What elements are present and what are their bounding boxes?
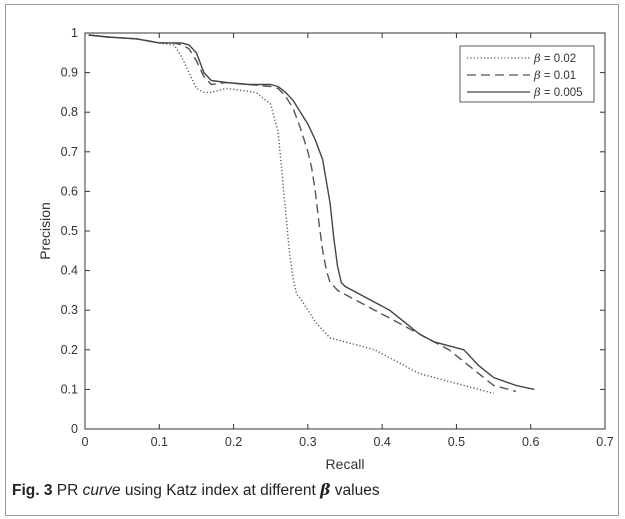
- y-tick-label: 0.2: [61, 343, 78, 357]
- y-tick-label: 0.5: [61, 224, 78, 238]
- caption-fig-label: Fig. 3: [12, 482, 53, 499]
- legend: β = 0.02 β = 0.01 β = 0.005: [459, 45, 595, 103]
- legend-box: [459, 45, 595, 103]
- x-tick-label: 0: [82, 435, 89, 449]
- series-lines: [88, 34, 535, 395]
- x-tick-label: 0.5: [448, 435, 465, 449]
- caption-italic-word: curve: [82, 482, 121, 499]
- x-tick-label: 0.6: [522, 435, 539, 449]
- caption-text-after: using Katz index at different: [120, 482, 321, 499]
- y-tick-label: 0.1: [61, 382, 78, 396]
- y-axis-title: Precision: [37, 202, 53, 260]
- y-tick-label: 1: [71, 26, 78, 40]
- caption-text-end: values: [330, 482, 380, 499]
- y-tick-label: 0.7: [61, 145, 78, 159]
- caption-text-before: PR: [52, 482, 83, 499]
- x-tick-label: 0.1: [151, 435, 168, 449]
- y-tick-label: 0.4: [61, 264, 78, 278]
- y-tick-label: 0.8: [61, 105, 78, 119]
- caption-beta-symbol: β: [320, 480, 331, 499]
- x-tick-label: 0.7: [596, 435, 613, 449]
- y-tick-label: 0.9: [61, 66, 78, 80]
- x-tick-label: 0.4: [373, 435, 390, 449]
- series-line-3: [88, 34, 535, 391]
- y-tick-label: 0.3: [61, 303, 78, 317]
- figure-caption: Fig. 3 PR curve using Katz index at diff…: [12, 480, 380, 500]
- legend-label-beta-0005: β = 0.005: [533, 85, 583, 99]
- y-tick-label: 0.6: [61, 184, 78, 198]
- legend-label-beta-001: β = 0.01: [533, 68, 576, 82]
- pr-curve-chart: 0 0.1 0.2 0.3 0.4 0.5 0.6 0.7 0 0.1 0.2 0.3 0.4 0.5 0.…: [37, 26, 614, 472]
- x-axis-title: Recall: [326, 456, 365, 472]
- x-tick-label: 0.2: [225, 435, 242, 449]
- legend-label-beta-002: β = 0.02: [533, 51, 576, 65]
- y-tick-label: 0: [71, 422, 78, 436]
- x-tick-label: 0.3: [299, 435, 316, 449]
- axis-ticks: 0 0.1 0.2 0.3 0.4 0.5 0.6 0.7 0 0.1 0.2 0.3 0.4 0.5 0.…: [61, 26, 614, 449]
